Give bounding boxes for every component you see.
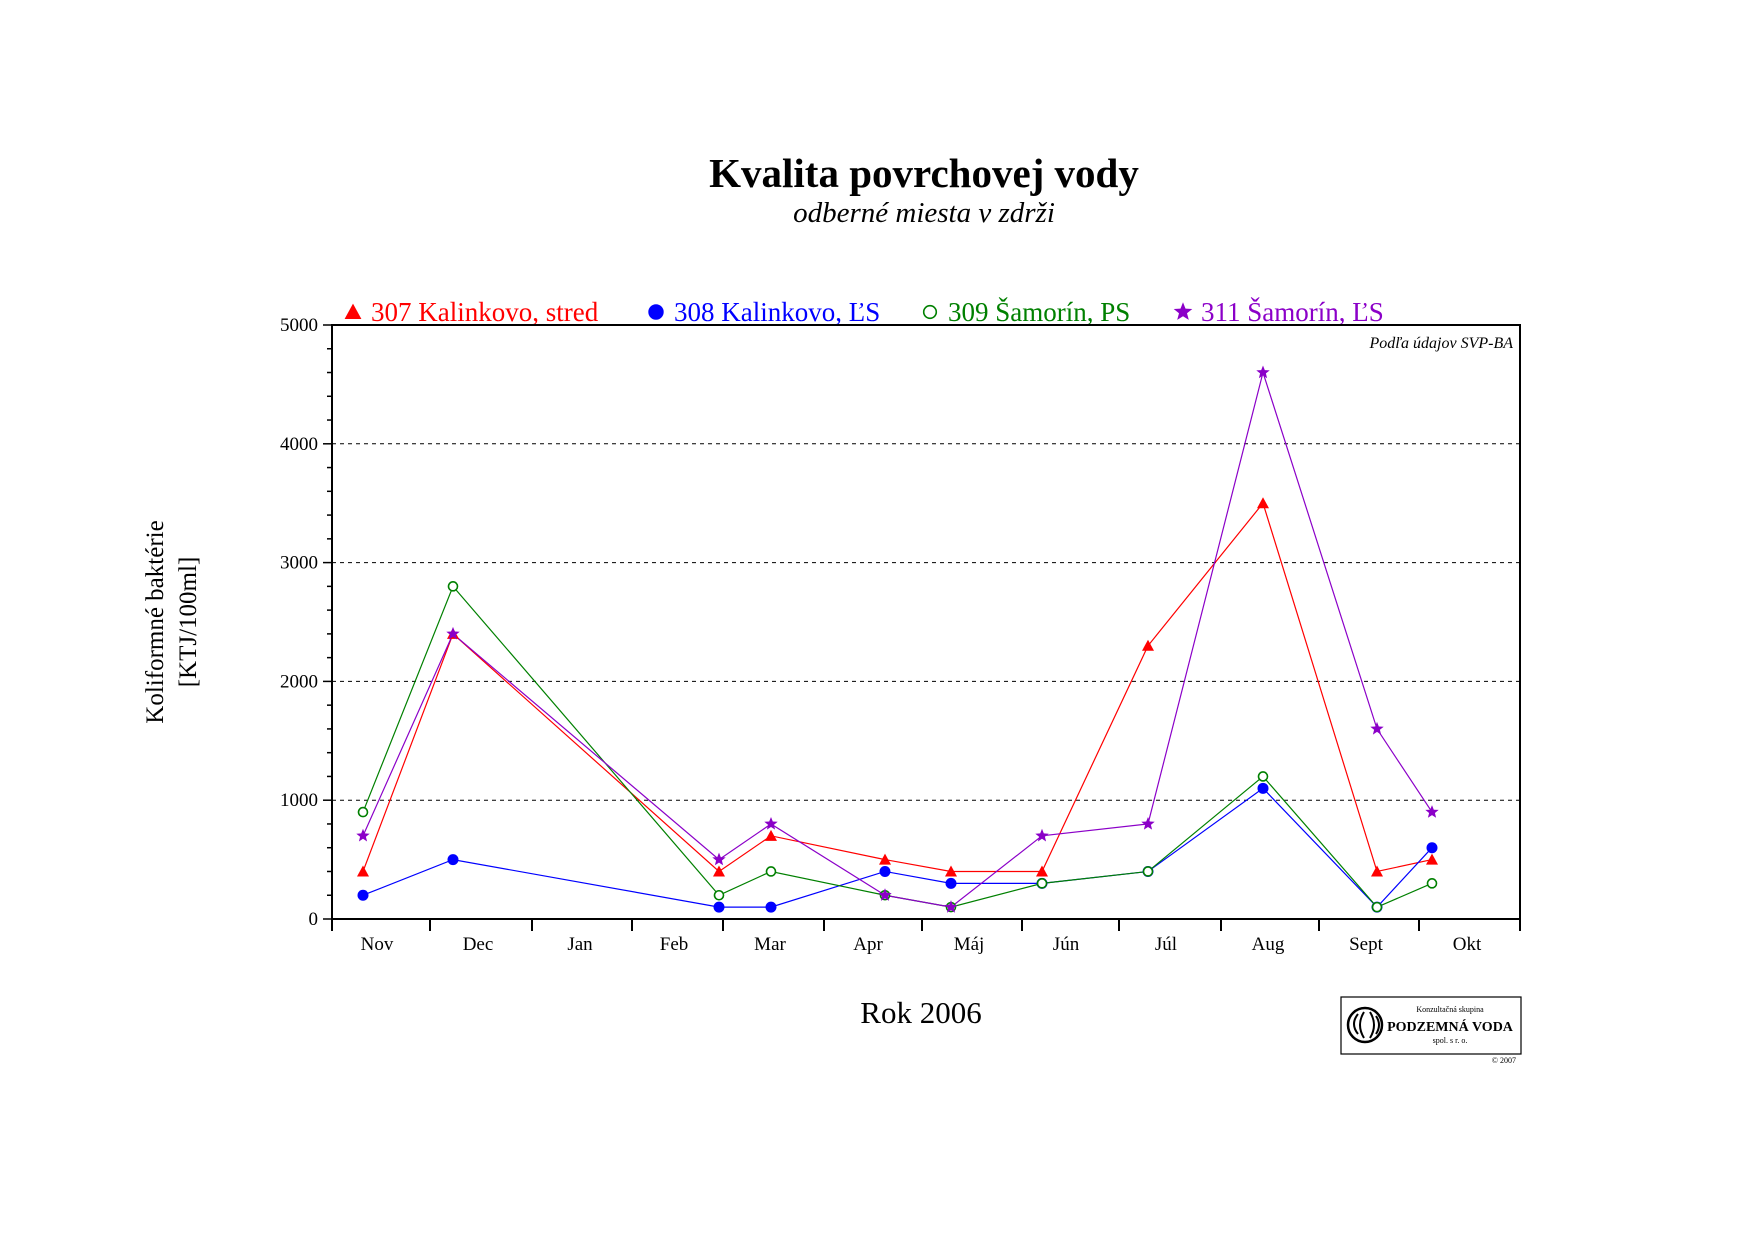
spiral-logo-icon xyxy=(1346,1006,1384,1044)
legend-label-4: 311 Šamorín, ĽS xyxy=(1201,297,1384,327)
data-point-series-2 xyxy=(447,854,459,866)
data-point-series-4 xyxy=(1370,721,1384,735)
legend: 307 Kalinkovo, stred 308 Kalinkovo, ĽS 309… xyxy=(344,297,1384,327)
x-tick-label: Jan xyxy=(567,934,593,955)
x-axis-title: Rok 2006 xyxy=(860,995,981,1030)
y-tick-label: 0 xyxy=(309,909,319,930)
series-markers xyxy=(356,365,1439,913)
data-point-series-4 xyxy=(356,828,370,842)
y-axis-title-line2: [KTJ/100ml] xyxy=(175,557,202,688)
x-tick-label: Sept xyxy=(1349,934,1384,955)
data-point-series-4 xyxy=(712,852,726,866)
data-point-series-1 xyxy=(1257,497,1269,509)
data-point-series-4 xyxy=(1256,365,1270,379)
data-point-series-1 xyxy=(1036,865,1048,877)
x-tick-label: Okt xyxy=(1453,934,1482,955)
x-tick-label: Aug xyxy=(1252,934,1285,955)
logo-frame xyxy=(1340,996,1522,1055)
chart-subtitle: odberné miesta v zdrži xyxy=(793,197,1055,229)
data-point-series-4 xyxy=(1425,805,1439,818)
data-point-series-3 xyxy=(1257,771,1269,782)
y-tick-label: 5000 xyxy=(280,315,318,336)
series-lines xyxy=(362,370,1433,908)
data-point-series-3 xyxy=(1371,901,1383,913)
data-point-series-1 xyxy=(1426,853,1438,865)
legend-marker-2 xyxy=(648,304,664,320)
data-point-series-1 xyxy=(357,865,369,877)
data-point-series-3 xyxy=(1142,866,1154,877)
series-line-4 xyxy=(362,370,1433,908)
data-point-series-3 xyxy=(1426,878,1438,889)
plot-area xyxy=(331,324,1521,920)
series-line-1 xyxy=(362,501,1433,873)
source-annotation: Podľa údajov SVP-BA xyxy=(1368,335,1513,352)
legend-label-3: 309 Šamorín, PS xyxy=(948,297,1130,327)
data-point-series-1 xyxy=(765,829,777,841)
company-logo: Konzultačná skupina PODZEMNÁ VODA spol. … xyxy=(1340,996,1522,1065)
data-point-series-2 xyxy=(945,877,957,889)
data-point-series-4 xyxy=(764,817,778,830)
data-point-series-1 xyxy=(879,853,891,865)
data-point-series-2 xyxy=(1426,842,1438,854)
data-point-series-3 xyxy=(1036,878,1048,889)
series-line-3 xyxy=(362,585,1433,908)
y-axis: 0 1000 2000 3000 4000 5000 xyxy=(280,315,332,930)
gridlines xyxy=(332,443,1520,801)
data-point-series-3 xyxy=(713,889,725,901)
legend-marker-4 xyxy=(1173,302,1193,320)
legend-marker-1 xyxy=(344,303,362,319)
x-tick-label: Máj xyxy=(954,934,985,955)
data-point-series-3 xyxy=(447,581,459,592)
x-tick-label: Júl xyxy=(1155,934,1177,955)
logo-line2: PODZEMNÁ VODA xyxy=(1387,1018,1514,1035)
data-point-series-1 xyxy=(1371,865,1383,877)
data-point-series-2 xyxy=(879,865,891,877)
x-tick-label: Nov xyxy=(361,934,394,955)
data-point-series-4 xyxy=(1141,817,1155,830)
x-tick-label: Feb xyxy=(660,934,689,955)
data-point-series-2 xyxy=(1257,782,1269,794)
data-point-series-4 xyxy=(446,626,460,640)
data-point-series-2 xyxy=(713,901,725,913)
legend-marker-3 xyxy=(922,304,938,320)
data-point-series-1 xyxy=(713,865,725,877)
y-tick-label: 4000 xyxy=(280,434,318,455)
data-point-series-3 xyxy=(357,806,369,818)
data-point-series-2 xyxy=(765,901,777,913)
logo-line1: Konzultačná skupina xyxy=(1416,1005,1484,1014)
y-tick-label: 2000 xyxy=(280,671,318,692)
data-point-series-1 xyxy=(945,865,957,877)
logo-copyright: © 2007 xyxy=(1492,1056,1516,1065)
legend-label-1: 307 Kalinkovo, stred xyxy=(371,297,599,327)
x-axis: Nov Dec Jan Feb Mar Apr Máj Jún Júl Aug Sept Okt xyxy=(331,919,1521,955)
legend-label-2: 308 Kalinkovo, ĽS xyxy=(674,297,880,327)
x-tick-label: Dec xyxy=(463,934,494,955)
data-point-series-4 xyxy=(1035,828,1049,842)
y-axis-title-line1: Koliformné baktérie xyxy=(142,520,169,723)
series-line-2 xyxy=(362,787,1433,908)
x-tick-label: Mar xyxy=(754,934,786,955)
data-point-series-4 xyxy=(878,888,892,901)
y-tick-label: 3000 xyxy=(280,553,318,574)
chart-title: Kvalita povrchovej vody xyxy=(709,150,1139,196)
data-point-series-1 xyxy=(1142,639,1154,651)
data-point-series-3 xyxy=(765,866,777,877)
y-tick-label: 1000 xyxy=(280,790,318,811)
logo-line3: spol. s r. o. xyxy=(1433,1036,1468,1045)
data-point-series-2 xyxy=(357,889,369,901)
x-tick-label: Apr xyxy=(853,934,883,955)
data-point-series-4 xyxy=(944,900,958,913)
x-tick-label: Jún xyxy=(1053,934,1080,955)
